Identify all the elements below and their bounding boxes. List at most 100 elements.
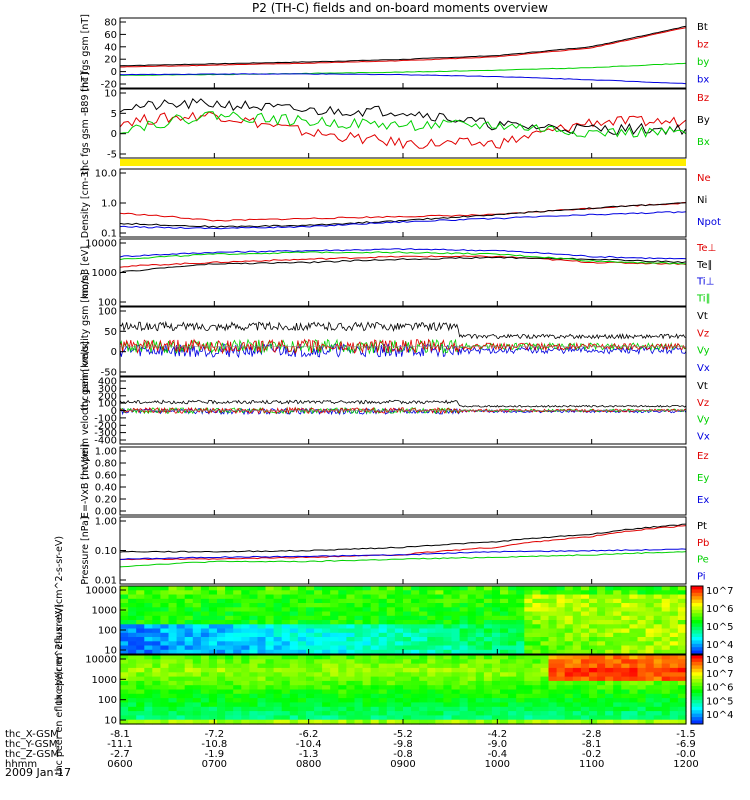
yellow-status-bar — [120, 159, 686, 166]
heatmap-cell — [661, 663, 671, 669]
heatmap-cell — [354, 645, 364, 651]
heatmap-cell — [273, 620, 283, 625]
heatmap-cell — [176, 672, 186, 678]
heatmap-cell — [152, 641, 161, 647]
heatmap-cell — [669, 590, 679, 596]
heatmap-cell — [475, 624, 485, 630]
heatmap-cell — [443, 706, 453, 712]
colorbar-tick-label: 10^5 — [706, 622, 733, 633]
heatmap-cell — [589, 706, 598, 712]
heatmap-cell — [435, 676, 444, 682]
heatmap-cell — [629, 607, 639, 613]
heatmap-cell — [548, 637, 558, 642]
heatmap-cell — [613, 655, 622, 660]
heatmap-cell — [427, 711, 436, 716]
heatmap-cell — [637, 645, 647, 651]
heatmap-cell — [475, 641, 485, 647]
heatmap-cell — [589, 620, 598, 625]
heatmap-cell — [483, 706, 493, 712]
heatmap-cell — [200, 676, 210, 682]
heatmap-cell — [629, 680, 639, 686]
heatmap-cell — [257, 590, 267, 596]
heatmap-cell — [297, 698, 307, 703]
heatmap-cell — [419, 663, 428, 669]
heatmap-cell — [362, 706, 372, 712]
heatmap-cell — [249, 702, 259, 708]
heatmap-cell — [200, 637, 210, 642]
heatmap-cell — [491, 624, 501, 630]
heatmap-cell — [435, 702, 444, 708]
heatmap-cell — [451, 603, 461, 608]
heatmap-cell — [136, 655, 145, 660]
series-line-Bz — [119, 111, 687, 150]
heatmap-cell — [475, 663, 485, 669]
heatmap-cell — [451, 624, 461, 630]
heatmap-cell — [661, 632, 671, 638]
heatmap-cell — [589, 641, 598, 647]
heatmap-cell — [589, 711, 598, 716]
heatmap-cell — [306, 607, 315, 613]
heatmap-cell — [564, 628, 574, 634]
y-tick-label: 0.80 — [95, 459, 117, 470]
colorbar-swatch — [691, 686, 703, 690]
y-tick-label: 0 — [111, 67, 117, 78]
heatmap-cell — [524, 624, 533, 630]
heatmap-cell — [597, 615, 606, 621]
heatmap-cell — [241, 649, 250, 655]
heatmap-cell — [645, 598, 655, 604]
heatmap-cell — [128, 676, 137, 682]
heatmap-cell — [160, 715, 170, 721]
heatmap-cell — [208, 628, 218, 634]
heatmap-cell — [483, 603, 493, 608]
heatmap-cell — [677, 615, 687, 621]
heatmap-cell — [314, 715, 323, 721]
heatmap-cell — [281, 598, 291, 604]
heatmap-cell — [281, 711, 291, 716]
heatmap-cell — [613, 685, 622, 691]
y-tick-label: 10000 — [85, 655, 117, 666]
heatmap-cell — [160, 645, 170, 651]
heatmap-cell — [451, 594, 461, 600]
heatmap-cell — [378, 624, 388, 630]
heatmap-cell — [184, 685, 194, 691]
heatmap-cell — [508, 711, 517, 716]
heatmap-cell — [589, 719, 598, 725]
heatmap-cell — [403, 667, 412, 673]
colorbar-swatch — [691, 665, 703, 670]
heatmap-cell — [411, 667, 420, 673]
heatmap-cell — [637, 586, 647, 591]
heatmap-cell — [330, 645, 339, 651]
heatmap-cell — [257, 598, 267, 604]
heatmap-cell — [346, 689, 356, 695]
heatmap-cell — [556, 620, 566, 625]
heatmap-cell — [249, 641, 259, 647]
heatmap-cell — [556, 698, 566, 703]
heatmap-cell — [580, 649, 590, 655]
heatmap-cell — [176, 702, 186, 708]
heatmap-cell — [661, 586, 671, 591]
heatmap-cell — [653, 645, 663, 651]
heatmap-cell — [572, 607, 582, 613]
heatmap-cell — [572, 620, 582, 625]
heatmap-cell — [338, 628, 347, 634]
heatmap-cell — [524, 620, 533, 625]
heatmap-cell — [120, 645, 129, 651]
heatmap-cell — [120, 649, 129, 655]
heatmap-cell — [314, 590, 323, 596]
heatmap-cell — [435, 711, 444, 716]
legend-entry: Pt — [697, 521, 707, 532]
heatmap-cell — [289, 685, 299, 691]
heatmap-cell — [589, 594, 598, 600]
heatmap-cell — [411, 706, 420, 712]
heatmap-cell — [297, 628, 307, 634]
heatmap-cell — [249, 594, 259, 600]
heatmap-cell — [572, 590, 582, 596]
heatmap-cell — [386, 624, 396, 630]
heatmap-cell — [338, 711, 347, 716]
heatmap-cell — [459, 702, 469, 708]
heatmap-cell — [192, 637, 202, 642]
heatmap-cell — [362, 611, 372, 617]
heatmap-cell — [605, 719, 614, 725]
heatmap-cell — [314, 663, 323, 669]
heatmap-cell — [483, 590, 493, 596]
